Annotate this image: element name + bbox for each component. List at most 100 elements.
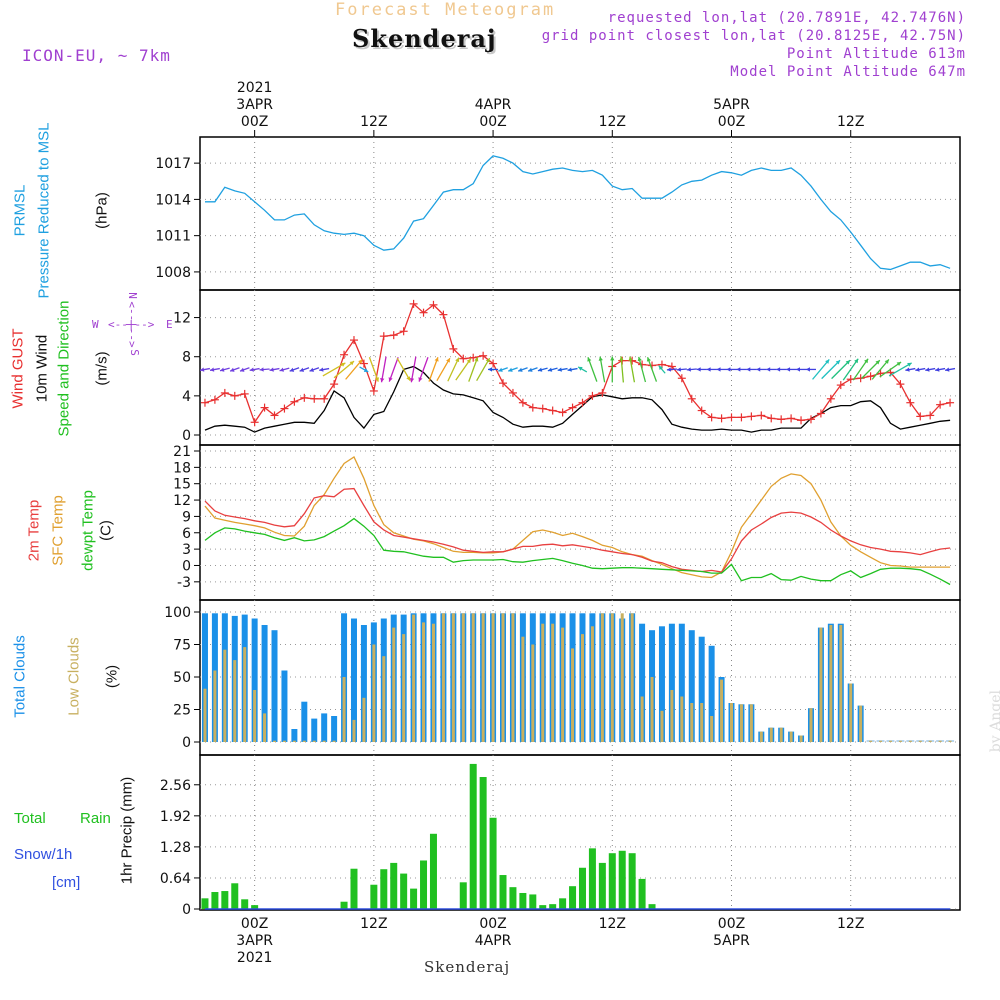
low-cloud-bar (759, 731, 763, 742)
precip-cm-label: [cm] (52, 874, 81, 891)
wind-arrow-head (209, 367, 215, 372)
dewpt-line (204, 517, 951, 586)
y-tick-label: 50 (173, 670, 191, 686)
wind-arrow-shaft (599, 356, 606, 383)
wind-arrow-shaft (380, 356, 387, 383)
low-cloud-bar (223, 649, 227, 742)
low-cloud-bar (441, 613, 445, 742)
footer-station: Skenderaj (424, 958, 511, 976)
total-cloud-bar (658, 626, 665, 742)
wind-arrow-head (230, 367, 235, 372)
low-cloud-bar (650, 677, 654, 742)
low-cloud-bar (749, 704, 753, 742)
low-cloud-bar (600, 613, 604, 742)
time-label-top: 00Z (479, 114, 506, 130)
wind-arrow-head (666, 367, 672, 372)
rain-bar (539, 905, 547, 909)
low-cloud-bar (908, 740, 912, 742)
wind-arrow-head (796, 367, 800, 372)
rain-bar (370, 884, 378, 909)
wind-arrow-head (835, 360, 841, 365)
wind-arrow-head (374, 377, 379, 382)
y-tick-label: 0 (182, 735, 191, 751)
low-cloud-bar (431, 623, 435, 742)
wind-arrow-head (805, 367, 810, 372)
low-cloud-bar (422, 622, 426, 742)
low-cloud-bar (541, 623, 545, 742)
wind-arrow-head (498, 367, 503, 372)
low-cloud-bar (809, 708, 813, 742)
wind-arrow-head (220, 367, 225, 372)
wind-arrow-shaft (368, 356, 379, 382)
wind-arrow-head (349, 361, 355, 366)
y-tick-label: 18 (173, 460, 191, 476)
low-cloud-bar (799, 735, 803, 742)
wind-arrow-shaft (860, 359, 881, 380)
low-cloud-bar (302, 740, 306, 742)
wind-arrow-head (776, 367, 781, 372)
total-cloud-bar (708, 645, 715, 742)
wind-arrow-head (598, 356, 603, 361)
point-altitude: Point Altitude 613m (786, 46, 966, 62)
y-tick-label: 1.28 (160, 840, 191, 856)
y-tick-label: 21 (173, 444, 191, 460)
time-label-bottom: 2021 (237, 950, 273, 966)
wind-arrow-shaft (418, 356, 429, 382)
low-cloud-bar (700, 703, 704, 742)
low-cloud-bar (888, 740, 892, 742)
wind-arrow-shaft (842, 358, 859, 381)
total-cloud-bar (261, 625, 268, 742)
wind-arrow-shaft (620, 356, 625, 383)
low-cloud-bar (203, 688, 207, 742)
wind-arrow-head (200, 367, 205, 372)
wind-arrow-head (485, 358, 490, 363)
rain-bar (211, 892, 219, 909)
rain-bar (509, 887, 517, 909)
low-cloud-bar (630, 613, 634, 742)
wind-arrow-head (825, 359, 830, 364)
t2m-line (204, 487, 951, 573)
panel-frame-temperature (199, 444, 961, 601)
low-cloud-bar (849, 683, 853, 742)
wind-arrow-head (455, 357, 460, 363)
low-cloud-bar (739, 704, 743, 742)
rain-bar (489, 817, 497, 909)
total-cloud-bar (291, 729, 298, 742)
total-cloud-bar (698, 636, 705, 742)
y-tick-label: 4 (182, 389, 191, 405)
wind-arrow-head (249, 367, 254, 372)
rain-bar (499, 875, 507, 909)
wind-arrow-shaft (388, 356, 399, 382)
wind-10m-line (204, 365, 951, 433)
low-cloud-bar (471, 613, 475, 742)
wind-arrow-head (319, 367, 324, 372)
y-tick-label: 12 (173, 493, 191, 509)
wind-arrow-shaft (821, 359, 841, 380)
total-cloud-bar (639, 623, 646, 742)
gridpoint-coords: grid point closest lon,lat (20.8125E, 42… (541, 28, 966, 44)
total-cloud-bar (688, 630, 695, 742)
time-label-top: 2021 (237, 80, 273, 96)
total-cloud-bar (350, 618, 357, 742)
rain-bar (340, 901, 348, 909)
rain-bar (529, 894, 537, 909)
wind-arrow-head (488, 367, 493, 372)
y-tick-label: 1011 (155, 229, 191, 245)
low-cloud-bar (620, 613, 624, 742)
wind-arrow-head (726, 367, 731, 372)
low-cloud-bar (243, 647, 247, 742)
y-tick-label: 12 (173, 311, 191, 327)
y-tick-label: 0.64 (160, 871, 191, 887)
rain-bar (201, 898, 209, 909)
total-cloud-bar (271, 630, 278, 742)
rain-bar (221, 891, 229, 909)
y-tick-label: 9 (182, 509, 191, 525)
low-cloud-bar (561, 627, 565, 742)
wind-arrow-head (299, 367, 305, 372)
time-label-bottom: 12Z (360, 916, 387, 932)
low-cloud-bar (829, 625, 833, 742)
time-label-bottom: 4APR (475, 933, 512, 949)
wind-arrow-head (240, 367, 245, 372)
rain-bar (469, 763, 477, 909)
prmsl-line (205, 155, 951, 271)
